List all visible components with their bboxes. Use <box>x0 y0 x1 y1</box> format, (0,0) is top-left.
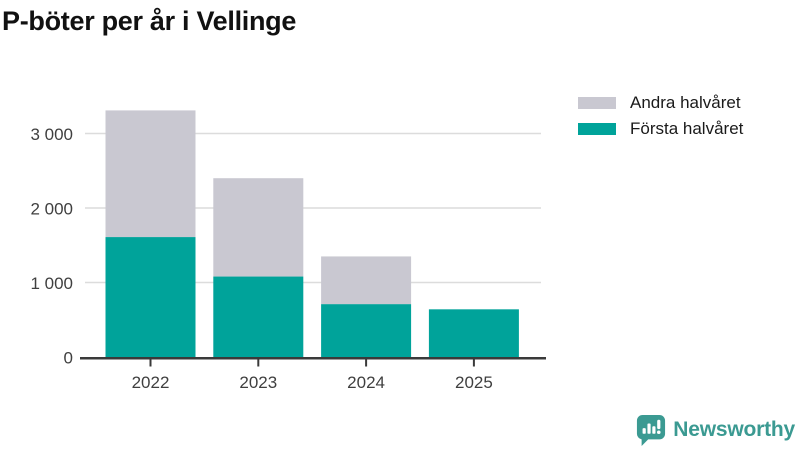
bar-segment-2024 <box>321 256 412 305</box>
legend-swatch-forsta-halvaret <box>578 122 616 135</box>
bar-segment-2022 <box>105 110 196 238</box>
bar-segment-2023 <box>213 178 304 277</box>
newsworthy-wordmark: Newsworthy <box>673 418 795 441</box>
bar-segment-2024 <box>321 304 412 357</box>
x-axis-tick-label: 2022 <box>132 373 170 392</box>
chart-legend: Andra halvåret Första halvåret <box>578 92 743 144</box>
y-axis-tick-label: 3 000 <box>30 125 73 144</box>
legend-item-andra-halvaret: Andra halvåret <box>578 92 743 113</box>
newsworthy-bubble-icon <box>637 415 666 446</box>
x-axis-tick-label: 2025 <box>455 373 493 392</box>
newsworthy-logo: Newsworthy <box>636 414 795 446</box>
y-axis-tick-label: 2 000 <box>30 200 73 219</box>
y-axis-tick-label: 1 000 <box>30 274 73 293</box>
x-axis-tick-label: 2024 <box>347 373 385 392</box>
bar-segment-2025 <box>428 309 519 357</box>
legend-item-forsta-halvaret: Första halvåret <box>578 118 743 139</box>
bar-segment-2022 <box>105 237 196 357</box>
chart-title: P-böter per år i Vellinge <box>2 6 297 36</box>
legend-label-andra-halvaret: Andra halvåret <box>630 92 741 112</box>
y-axis-tick-label: 0 <box>64 349 73 368</box>
legend-label-forsta-halvaret: Första halvåret <box>630 118 744 138</box>
bar-segment-2023 <box>213 276 304 357</box>
legend-swatch-andra-halvaret <box>578 96 616 109</box>
x-axis-line <box>80 357 546 360</box>
x-axis-tick-label: 2023 <box>239 373 277 392</box>
